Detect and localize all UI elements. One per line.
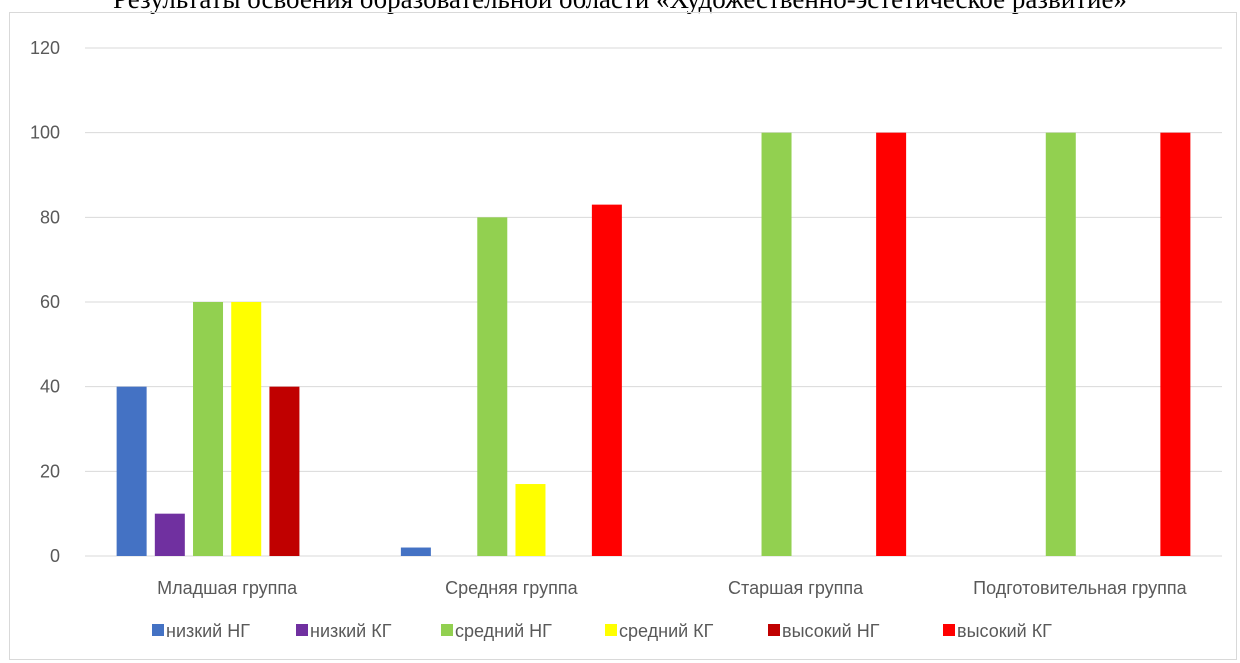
bar	[591, 204, 622, 556]
legend-swatch	[296, 624, 308, 636]
legend-swatch	[768, 624, 780, 636]
bar	[876, 132, 907, 556]
y-tick-label: 80	[40, 207, 60, 227]
y-tick-label: 60	[40, 292, 60, 312]
bar	[269, 386, 300, 556]
bar	[116, 386, 147, 556]
bar	[477, 217, 508, 557]
x-axis-labels: Младшая группа Средняя группа Старшая груп…	[157, 578, 1187, 598]
bar	[154, 513, 185, 556]
legend-label: высокий КГ	[957, 621, 1052, 641]
chart-frame	[9, 12, 1237, 660]
legend-label: средний КГ	[619, 621, 714, 641]
bar	[193, 302, 224, 556]
bar	[231, 302, 262, 556]
x-category-label: Подготовительная группа	[973, 578, 1187, 598]
x-category-label: Средняя группа	[445, 578, 578, 598]
y-tick-label: 20	[40, 461, 60, 481]
bar	[1160, 132, 1191, 556]
x-category-label: Старшая группа	[728, 578, 864, 598]
chart-title: Результаты освоения образовательной обла…	[0, 0, 1240, 15]
y-tick-label: 40	[40, 377, 60, 397]
y-axis-ticks: 0 20 40 60 80 100 120	[30, 38, 60, 566]
y-tick-label: 120	[30, 38, 60, 58]
bar	[761, 132, 792, 556]
bar	[1045, 132, 1076, 556]
legend-swatch	[943, 624, 955, 636]
legend-swatch	[605, 624, 617, 636]
x-category-label: Младшая группа	[157, 578, 298, 598]
legend: низкий НГ низкий КГ средний НГ средний КГ вы…	[152, 621, 1052, 641]
legend-label: низкий НГ	[166, 621, 250, 641]
y-tick-label: 0	[50, 546, 60, 566]
legend-swatch	[152, 624, 164, 636]
bar	[400, 547, 431, 556]
legend-label: средний НГ	[455, 621, 552, 641]
bar	[515, 484, 546, 556]
bars	[116, 132, 1191, 557]
legend-swatch	[441, 624, 453, 636]
legend-label: низкий КГ	[310, 621, 392, 641]
legend-label: высокий НГ	[782, 621, 880, 641]
y-tick-label: 100	[30, 123, 60, 143]
